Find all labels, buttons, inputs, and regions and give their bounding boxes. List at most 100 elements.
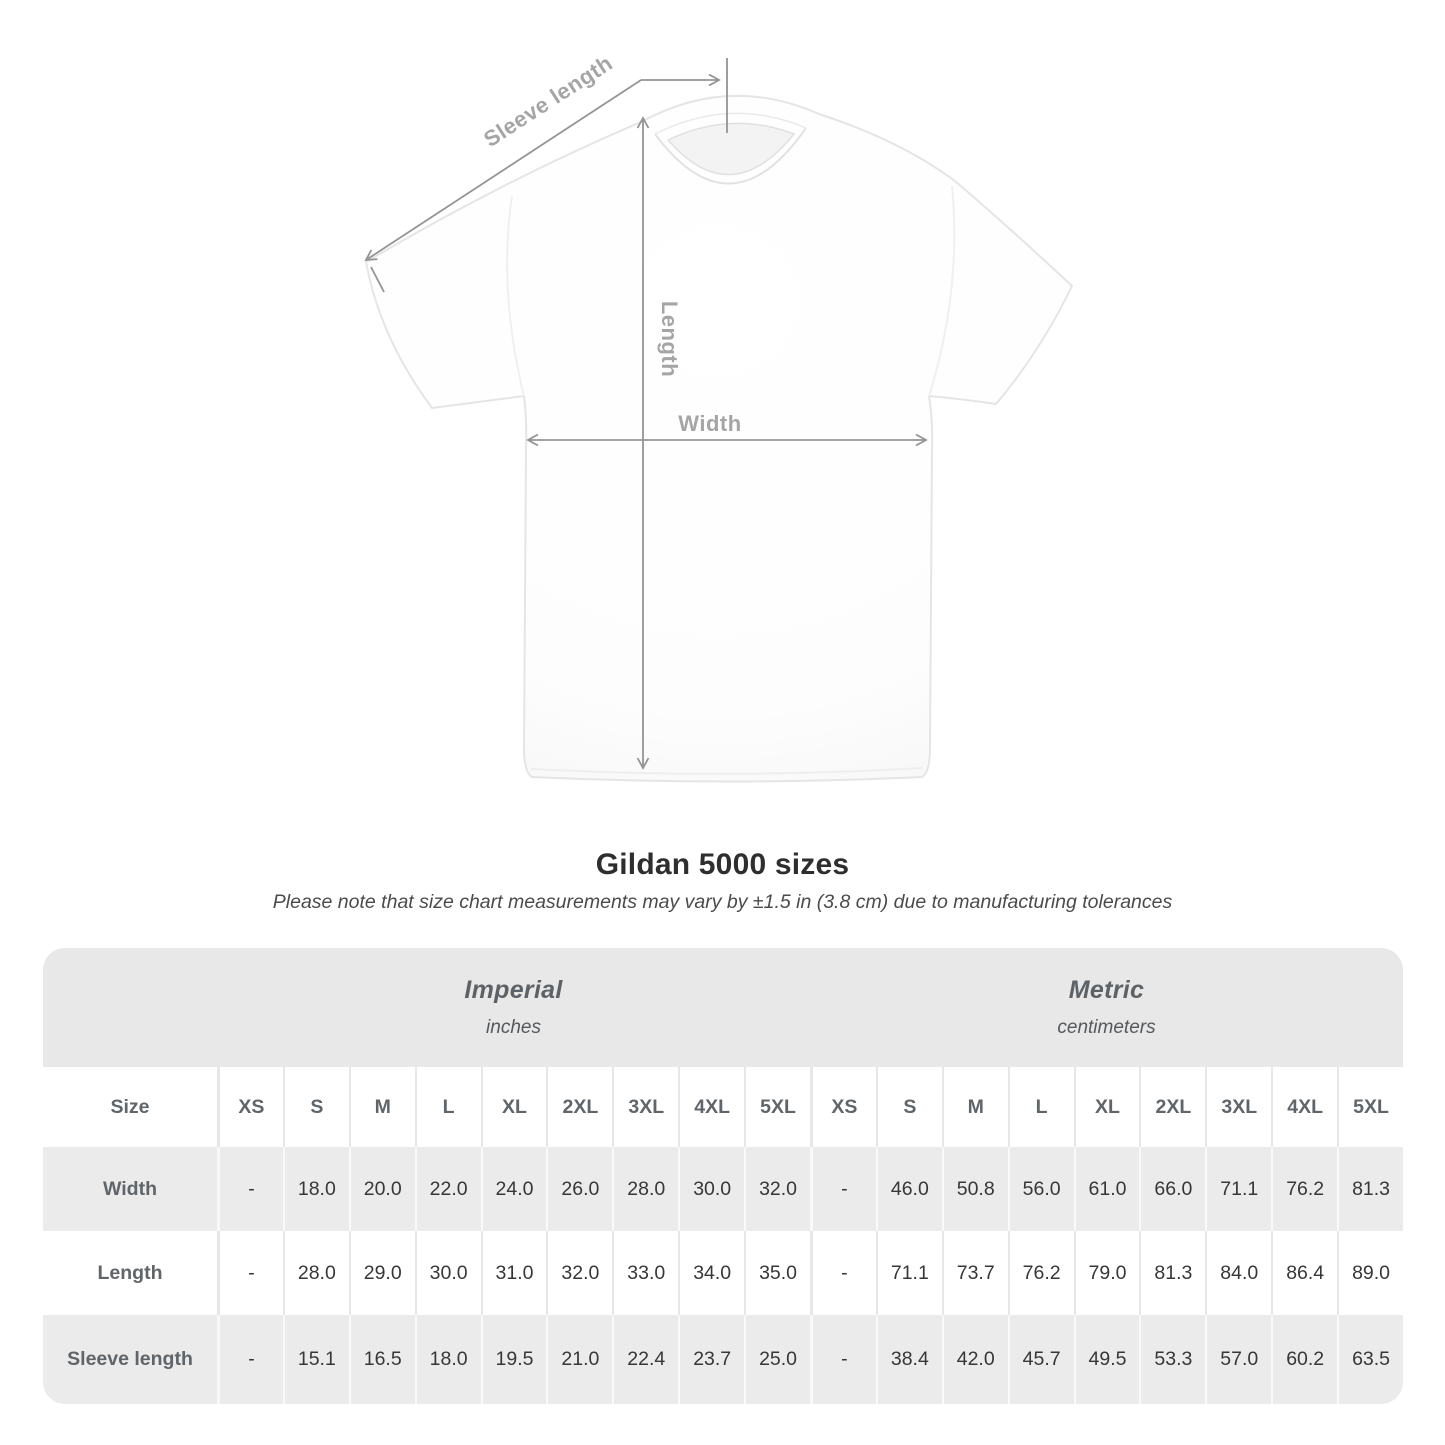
value-metric: 42.0: [941, 1315, 1008, 1404]
size-col-metric-2xl: 2XL: [1139, 1067, 1205, 1147]
value-metric: 79.0: [1073, 1231, 1140, 1315]
measurement-row-sleeve-length: Sleeve length -15.1 16.5 18.0 19.5 21.0 22.4 23…: [43, 1315, 1403, 1404]
tolerance-note: Please note that size chart measurements…: [272, 891, 1173, 913]
value-imperial: 22.4: [612, 1315, 678, 1404]
value-imperial: 33.0: [612, 1231, 678, 1315]
measurement-row-length: Length -28.0 29.0 30.0 31.0 32.0 33.0 34.0 35.0-…: [43, 1231, 1403, 1315]
size-col-metric-m: M: [941, 1067, 1008, 1147]
value-imperial: 32.0: [744, 1147, 810, 1231]
imperial-sublabel: inches: [486, 1017, 541, 1038]
value-imperial: -: [217, 1147, 283, 1231]
value-imperial: 16.5: [348, 1315, 415, 1404]
value-imperial: 26.0: [546, 1147, 612, 1231]
size-col-imperial-xs: XS: [217, 1067, 283, 1147]
size-col-label: Size: [110, 1095, 150, 1118]
value-imperial: 22.0: [414, 1147, 481, 1231]
value-imperial: 34.0: [678, 1231, 744, 1315]
value-imperial: 18.0: [414, 1315, 481, 1404]
size-header-row: Size XS S M L XL 2XL 3XL 4XL 5XL XS S M L XL 2XL 3XL 4XL 5…: [43, 1067, 1403, 1147]
value-imperial: 29.0: [348, 1231, 415, 1315]
value-imperial: 30.0: [678, 1147, 744, 1231]
metric-sublabel: centimeters: [1057, 1017, 1156, 1038]
value-imperial: 19.5: [480, 1315, 547, 1404]
metric-label: Metric: [1068, 976, 1145, 1004]
size-col-imperial-s: S: [282, 1067, 349, 1147]
size-table: Imperial inches Metric centimeters Size X…: [43, 948, 1403, 1404]
value-metric: 81.3: [1337, 1147, 1403, 1231]
sleeve-cuff-tick: [370, 266, 385, 293]
value-imperial: 35.0: [744, 1231, 810, 1315]
imperial-label: Imperial: [464, 976, 563, 1004]
value-imperial: 30.0: [414, 1231, 481, 1315]
tshirt-graphic: [365, 94, 1073, 783]
size-col-metric-5xl: 5XL: [1337, 1067, 1403, 1147]
value-metric: 46.0: [875, 1147, 942, 1231]
value-metric: 84.0: [1205, 1231, 1271, 1315]
value-metric: 71.1: [1205, 1147, 1271, 1231]
page-title: Gildan 5000 sizes: [595, 848, 850, 881]
value-imperial: -: [217, 1231, 283, 1315]
size-col-imperial-3xl: 3XL: [612, 1067, 678, 1147]
size-col-metric-xs: XS: [809, 1067, 876, 1147]
value-metric: 63.5: [1337, 1315, 1403, 1404]
value-metric: 56.0: [1007, 1147, 1074, 1231]
tshirt-collar: [666, 122, 796, 176]
value-metric: 61.0: [1073, 1147, 1140, 1231]
tshirt-collar-band: [654, 127, 807, 185]
tshirt-left-sleeve-seam: [506, 195, 525, 397]
row-label: Width: [103, 1177, 157, 1200]
size-col-imperial-l: L: [414, 1067, 481, 1147]
value-metric: 73.7: [941, 1231, 1008, 1315]
value-imperial: 21.0: [546, 1315, 612, 1404]
value-metric: 71.1: [875, 1231, 942, 1315]
value-imperial: 24.0: [480, 1147, 547, 1231]
value-imperial: -: [217, 1315, 283, 1404]
length-label: Length: [657, 301, 682, 377]
row-label: Length: [97, 1261, 163, 1284]
size-col-imperial-4xl: 4XL: [678, 1067, 744, 1147]
value-imperial: 28.0: [282, 1231, 349, 1315]
value-metric: -: [809, 1231, 876, 1315]
value-metric: 66.0: [1139, 1147, 1205, 1231]
size-col-imperial-5xl: 5XL: [744, 1067, 810, 1147]
value-metric: 57.0: [1205, 1315, 1271, 1404]
value-metric: 81.3: [1139, 1231, 1205, 1315]
value-imperial: 15.1: [282, 1315, 349, 1404]
value-metric: -: [809, 1147, 876, 1231]
value-metric: 76.2: [1271, 1147, 1337, 1231]
sleeve-length-arrow: [364, 79, 642, 262]
measurement-row-width: Width -18.0 20.0 22.0 24.0 26.0 28.0 30.0 32.0-4…: [43, 1147, 1403, 1231]
value-metric: 89.0: [1337, 1231, 1403, 1315]
metric-header: Metric centimeters: [810, 948, 1403, 1067]
size-col-imperial-xl: XL: [480, 1067, 547, 1147]
tshirt-right-sleeve-seam: [928, 185, 956, 397]
size-col-metric-s: S: [875, 1067, 942, 1147]
value-metric: 60.2: [1271, 1315, 1337, 1404]
value-imperial: 18.0: [282, 1147, 349, 1231]
value-imperial: 20.0: [348, 1147, 415, 1231]
sleeve-length-label: Sleeve length: [479, 50, 617, 152]
size-col-metric-xl: XL: [1073, 1067, 1140, 1147]
unit-header-row: Imperial inches Metric centimeters: [43, 948, 1403, 1067]
row-label: Sleeve length: [67, 1348, 193, 1370]
size-col-imperial-m: M: [348, 1067, 415, 1147]
size-col-metric-3xl: 3XL: [1205, 1067, 1271, 1147]
value-metric: 86.4: [1271, 1231, 1337, 1315]
value-metric: -: [809, 1315, 876, 1404]
value-metric: 45.7: [1007, 1315, 1074, 1404]
size-col-metric-4xl: 4XL: [1271, 1067, 1337, 1147]
value-metric: 53.3: [1139, 1315, 1205, 1404]
tshirt-hem-seam: [530, 767, 924, 775]
value-imperial: 25.0: [744, 1315, 810, 1404]
imperial-header: Imperial inches: [217, 948, 810, 1067]
value-metric: 76.2: [1007, 1231, 1074, 1315]
value-imperial: 31.0: [480, 1231, 547, 1315]
measurement-rows: Width -18.0 20.0 22.0 24.0 26.0 28.0 30.0 32.0-4…: [43, 1147, 1403, 1404]
unit-header-spacer: [43, 948, 217, 1067]
value-metric: 38.4: [875, 1315, 942, 1404]
heading-block: Gildan 5000 sizes Please note that size …: [0, 848, 1445, 914]
size-col-imperial-2xl: 2XL: [546, 1067, 612, 1147]
value-metric: 49.5: [1073, 1315, 1140, 1404]
value-imperial: 23.7: [678, 1315, 744, 1404]
